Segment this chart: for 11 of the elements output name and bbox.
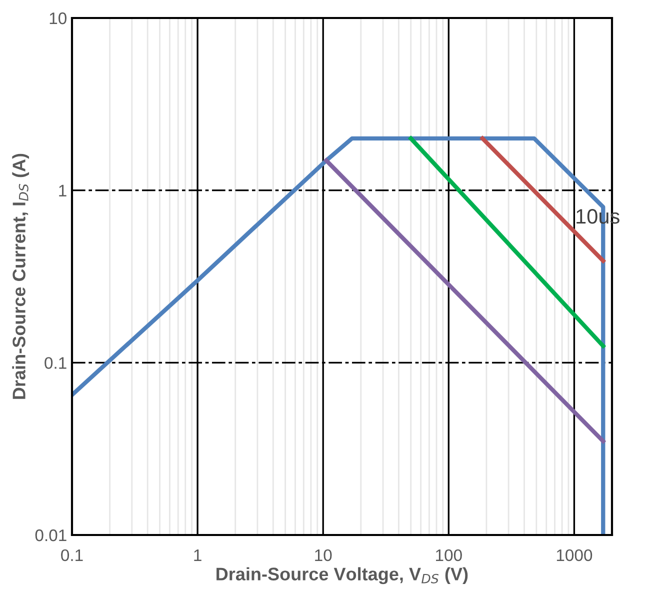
x-axis-title: Drain-Source Voltage, V$_{DS}$ (V) — [216, 567, 468, 584]
x-tick-label: 1 — [194, 550, 202, 561]
y-tick-label: 1 — [59, 184, 66, 196]
y-tick-label: 10 — [50, 12, 66, 24]
y-tick-label: 0.01 — [35, 529, 66, 542]
x-tick-label: 10 — [315, 549, 332, 562]
y-axis-title: Drain-Source Current, I$_{DS}$ (A) — [12, 154, 30, 399]
x-tick-label: 0.1 — [61, 549, 83, 562]
x-tick-label: 100 — [436, 549, 462, 562]
x-tick-label: 1000 — [556, 549, 592, 562]
y-tick-label: 0.1 — [44, 357, 66, 369]
